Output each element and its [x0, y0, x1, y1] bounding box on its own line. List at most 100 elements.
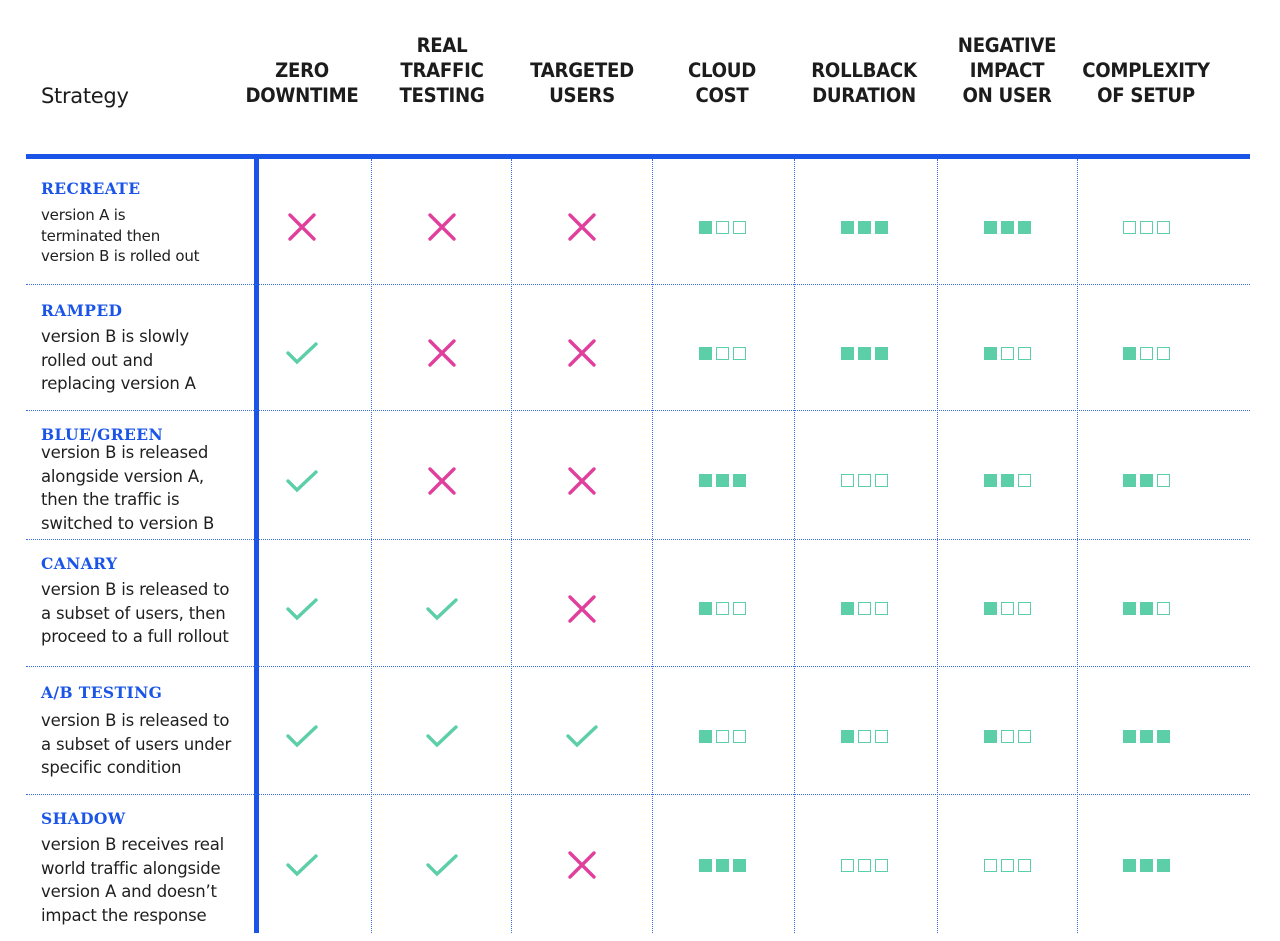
rating-square-filled [698, 602, 712, 615]
cell-complexity [1076, 716, 1216, 756]
rating-square-empty [1000, 858, 1014, 872]
cell-rollback-duration [794, 333, 934, 373]
rating-square-filled [698, 474, 712, 487]
column-header-rollback-duration: ROLLBACK DURATION [811, 59, 917, 107]
check-icon [426, 725, 458, 748]
rating-square-empty [1139, 346, 1153, 360]
rating-square-empty [1000, 729, 1014, 743]
cell-targeted-users [512, 589, 652, 629]
strategy-name: BLUE/GREEN [41, 425, 164, 444]
cross-icon [568, 466, 596, 495]
cell-targeted-users [512, 333, 652, 373]
check-icon [566, 725, 598, 748]
cell-zero-downtime [232, 845, 372, 885]
rating-square-filled [1122, 474, 1136, 487]
cell-zero-downtime [232, 333, 372, 373]
table-row: RECREATE version A is terminated then ver… [26, 159, 1250, 285]
header-divider [26, 154, 1250, 159]
cell-cloud-cost [652, 589, 792, 629]
column-divider [937, 159, 938, 933]
cell-complexity [1076, 589, 1216, 629]
cell-cloud-cost [652, 461, 792, 501]
column-header-real-traffic-testing: REAL TRAFFIC TESTING [399, 34, 485, 107]
cell-cloud-cost [652, 207, 792, 247]
cell-real-traffic-testing [372, 333, 512, 373]
cross-icon [568, 339, 596, 367]
cell-negative-impact [937, 845, 1077, 885]
cell-zero-downtime [232, 207, 372, 247]
rating-square-empty [715, 346, 729, 360]
rating-square-filled [715, 474, 729, 487]
table-header: Strategy ZERO DOWNTIME REAL TRAFFIC TESTI… [26, 30, 1250, 122]
table-row: BLUE/GREEN version B is released alongsid… [26, 411, 1250, 540]
cell-complexity [1076, 461, 1216, 501]
cross-icon [568, 594, 596, 623]
rating-square-filled [698, 220, 712, 234]
rating-square-empty [840, 474, 854, 487]
cell-cloud-cost [652, 716, 792, 756]
column-divider [371, 159, 372, 933]
rating-square-empty [732, 346, 746, 360]
table-body: RECREATE version A is terminated then ver… [26, 159, 1250, 933]
rating-square-filled [1017, 220, 1031, 234]
table-row: A/B TESTING version B is released to a su… [26, 667, 1250, 795]
rating-square-empty [857, 858, 871, 872]
rating-square-empty [1156, 220, 1170, 234]
rating-square-filled [840, 220, 854, 234]
check-icon [286, 469, 318, 492]
column-divider [794, 159, 795, 933]
cross-icon [428, 339, 456, 367]
rating-square-filled [874, 220, 888, 234]
rating-square-filled [698, 346, 712, 360]
cross-icon [568, 851, 596, 879]
column-header-negative-impact: NEGATIVE IMPACT ON USER [957, 34, 1057, 107]
cell-targeted-users [512, 207, 652, 247]
cell-cloud-cost [652, 333, 792, 373]
rating-square-filled [1000, 474, 1014, 487]
rating-square-empty [1156, 346, 1170, 360]
column-divider [1077, 159, 1078, 933]
rating-square-filled [698, 858, 712, 872]
column-header-complexity: COMPLEXITY OF SETUP [1082, 59, 1210, 107]
cell-negative-impact [937, 461, 1077, 501]
rating-square-empty [1000, 602, 1014, 615]
strategy-name: CANARY [41, 554, 118, 573]
cross-icon [568, 213, 596, 241]
column-divider [511, 159, 512, 933]
cell-real-traffic-testing [372, 845, 512, 885]
row-divider [26, 539, 1250, 540]
rating-square-empty [1017, 474, 1031, 487]
strategy-description: version B is slowly rolled out and repla… [41, 327, 196, 393]
row-divider [26, 284, 1250, 285]
cell-zero-downtime [232, 589, 372, 629]
check-icon [426, 597, 458, 620]
table-row: RAMPED version B is slowly rolled out and… [26, 285, 1250, 411]
rating-square-filled [1122, 346, 1136, 360]
rating-square-empty [840, 858, 854, 872]
rating-square-empty [857, 729, 871, 743]
rating-square-filled [1122, 602, 1136, 615]
check-icon [426, 854, 458, 877]
strategy-name: SHADOW [41, 809, 126, 828]
rating-square-filled [983, 602, 997, 615]
check-icon [286, 342, 318, 365]
rating-square-empty [874, 602, 888, 615]
rating-square-empty [1017, 858, 1031, 872]
rating-square-empty [857, 602, 871, 615]
cell-negative-impact [937, 716, 1077, 756]
rating-square-empty [715, 602, 729, 615]
cell-rollback-duration [794, 461, 934, 501]
row-divider [26, 410, 1250, 411]
row-divider [26, 794, 1250, 795]
cell-negative-impact [937, 589, 1077, 629]
rating-square-empty [874, 474, 888, 487]
strategy-description: version B is released to a subset of use… [41, 580, 230, 646]
cell-real-traffic-testing [372, 716, 512, 756]
rating-square-filled [1139, 858, 1153, 872]
rating-square-empty [983, 858, 997, 872]
rating-square-empty [857, 474, 871, 487]
cell-negative-impact [937, 207, 1077, 247]
rating-square-filled [874, 346, 888, 360]
table-row: SHADOW version B receives real world traf… [26, 795, 1250, 933]
cell-complexity [1076, 845, 1216, 885]
